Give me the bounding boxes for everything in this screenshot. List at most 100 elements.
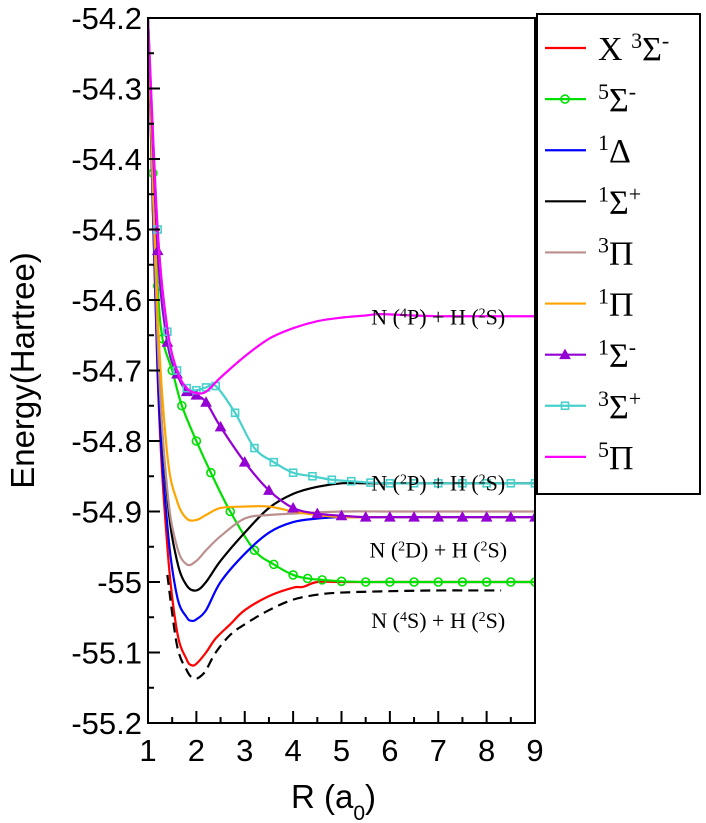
legend-entry: 5Π	[545, 436, 634, 477]
y-tick-label: -54.9	[71, 495, 142, 530]
y-tick-label: -54.5	[71, 213, 142, 248]
data-point	[530, 478, 535, 488]
data-point	[482, 478, 491, 488]
legend-entry: 1Δ	[545, 130, 631, 171]
series-path	[148, 18, 535, 567]
data-point	[433, 478, 443, 488]
legend: X 3Σ- 5Σ- 1Δ 1Σ+ 3Π 1Π 1Σ- 3Σ+ 5Π	[536, 13, 701, 495]
series-path	[148, 18, 535, 522]
data-point	[206, 467, 216, 478]
data-point	[384, 511, 396, 522]
state-annotation: N (4S) + H (2S)	[371, 608, 505, 633]
series-line-1	[148, 18, 535, 587]
legend-label: 1Σ+	[598, 181, 641, 222]
data-point	[409, 577, 419, 587]
x-tick-label: 7	[430, 733, 447, 768]
data-point	[177, 400, 187, 411]
data-point	[200, 396, 212, 407]
y-tick-label: -55.2	[71, 706, 142, 741]
y-tick-label: -55.1	[71, 636, 142, 671]
data-point	[360, 577, 371, 587]
legend-marker	[560, 94, 570, 104]
data-point	[385, 478, 395, 488]
y-axis-title: Energy(Hartree)	[4, 252, 41, 489]
data-point	[336, 576, 347, 587]
data-point	[327, 475, 337, 485]
legend-entry: 3Π	[545, 232, 634, 273]
data-point	[182, 383, 191, 393]
x-tick-label: 8	[478, 733, 495, 768]
data-point	[366, 478, 375, 487]
data-point	[191, 436, 202, 446]
series-path	[148, 18, 535, 519]
legend-label: 3Π	[598, 232, 634, 273]
series-path	[148, 18, 535, 667]
data-point	[530, 577, 535, 587]
data-point	[311, 507, 324, 519]
x-tick-label: 6	[381, 733, 398, 768]
data-point	[359, 511, 372, 522]
data-point	[238, 456, 251, 467]
series-dashed-reference	[166, 574, 502, 680]
y-tick-label: -54.3	[71, 72, 142, 107]
data-point	[456, 511, 469, 522]
data-point	[288, 570, 298, 580]
legend-marker	[560, 401, 570, 411]
series-path	[148, 18, 535, 584]
y-tick-label: -54.8	[71, 424, 142, 459]
data-point	[269, 457, 279, 467]
y-tick-label: -54.7	[71, 354, 142, 389]
y-tick-label: -54.2	[71, 1, 142, 36]
series-line-0	[148, 18, 535, 667]
data-point	[308, 471, 317, 481]
data-point	[432, 511, 445, 522]
data-point	[481, 577, 492, 587]
series-path	[166, 574, 502, 680]
legend-label: 1Δ	[598, 130, 631, 171]
legend-label: X 3Σ-	[598, 28, 669, 69]
legend-box	[536, 13, 701, 495]
series-line-4	[148, 18, 535, 567]
data-point	[458, 478, 467, 488]
y-tick-label: -55	[97, 565, 142, 600]
legend-entry: 1Σ+	[545, 181, 641, 222]
legend-entry: 5Σ-	[545, 79, 636, 120]
x-tick-label: 4	[285, 733, 302, 768]
state-annotation: N (4P) + H (2S)	[371, 305, 505, 330]
state-annotation: N (2P) + H (2S)	[371, 470, 505, 495]
legend-label: 1Σ-	[598, 334, 636, 375]
x-tick-label: 1	[139, 733, 156, 768]
y-tick-label: -54.4	[71, 142, 142, 177]
data-point	[250, 443, 259, 453]
y-tick-label: -54.6	[71, 283, 142, 318]
data-point	[480, 511, 493, 522]
data-point	[230, 408, 240, 418]
data-point	[433, 577, 444, 587]
series-path	[148, 18, 535, 485]
legend-label: 5Σ-	[598, 79, 636, 120]
state-annotation: N (2D) + H (2S)	[369, 537, 507, 562]
data-point	[268, 559, 279, 570]
data-point	[506, 577, 516, 587]
legend-marker	[559, 348, 571, 360]
plot-area	[148, 18, 535, 680]
data-point	[214, 420, 227, 432]
data-point	[408, 511, 420, 522]
legend-entry: 1Π	[545, 283, 634, 324]
legend-entry: X 3Σ-	[545, 28, 669, 69]
x-tick-label: 9	[526, 733, 543, 768]
data-point	[409, 478, 419, 488]
data-point	[504, 511, 517, 522]
legend-label: 3Σ+	[598, 385, 641, 426]
data-point	[288, 468, 298, 478]
series-line-5	[148, 18, 535, 522]
series-line-7	[148, 18, 535, 488]
legend-label: 5Π	[598, 436, 634, 477]
axes: 1 2 3 4 5 6 7 8 9 -54.2 -54.3 -54.4 -54.5 -54.6 -54.7 -…	[4, 1, 544, 823]
data-point	[529, 511, 535, 522]
data-point	[263, 484, 275, 495]
data-point	[302, 573, 313, 584]
data-point	[287, 501, 299, 513]
x-tick-label: 2	[188, 733, 205, 768]
